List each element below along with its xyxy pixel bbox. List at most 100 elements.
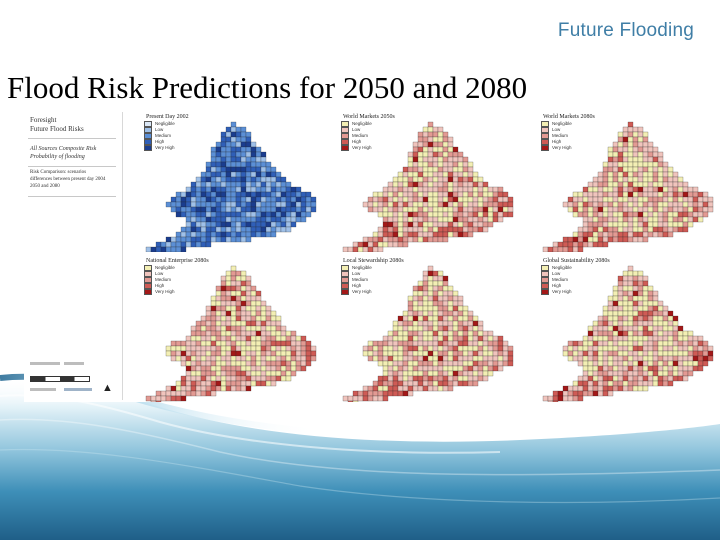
- map-panel: Global Sustainability 2080s Negligible Low…: [523, 256, 719, 402]
- legend-swatch: [144, 126, 152, 133]
- map-legend-item: Medium: [541, 276, 572, 283]
- legend-label: Very High: [155, 145, 175, 150]
- legend-label: Low: [352, 127, 361, 132]
- map-panel-title: World Markets 2050s: [343, 114, 395, 120]
- map-legend-item: Medium: [341, 276, 372, 283]
- map-legend-item: Medium: [541, 132, 572, 139]
- map-panel: World Markets 2080s Negligible Low Medium Hi…: [523, 112, 719, 252]
- legend-label: Low: [552, 127, 561, 132]
- legend-label: Negligible: [155, 265, 175, 270]
- legend-swatch: [144, 276, 152, 283]
- legend-label: High: [352, 139, 362, 144]
- legend-swatch: [144, 138, 152, 145]
- legend-panel-logo-bar: [64, 388, 92, 391]
- map-legend-item: High: [144, 282, 175, 289]
- map-legend-item: Low: [341, 126, 372, 133]
- map-legend-item: Very High: [541, 288, 572, 295]
- map-legend: Negligible Low Medium High Very High: [144, 264, 175, 295]
- legend-swatch: [341, 126, 349, 133]
- legend-swatch: [341, 120, 349, 127]
- map-legend-item: Very High: [144, 144, 175, 151]
- legend-panel-logo-bar: [30, 362, 60, 365]
- legend-panel-line1: All Sources Composite Risk: [30, 146, 97, 152]
- map-legend-item: High: [541, 138, 572, 145]
- map-legend-item: Low: [144, 126, 175, 133]
- legend-swatch: [341, 132, 349, 139]
- legend-panel-divider: [28, 166, 116, 167]
- legend-swatch: [541, 288, 549, 295]
- map-panel: Local Stewardship 2080s Negligible Low Medi…: [323, 256, 521, 402]
- legend-swatch: [341, 276, 349, 283]
- legend-label: Very High: [352, 145, 372, 150]
- map-legend: Negligible Low Medium High Very High: [541, 264, 572, 295]
- map-legend-item: Negligible: [144, 264, 175, 271]
- flood-risk-map: [542, 265, 714, 402]
- legend-swatch: [541, 282, 549, 289]
- map-legend-item: Negligible: [144, 120, 175, 127]
- legend-label: Medium: [352, 277, 369, 282]
- scale-bar: [30, 376, 90, 382]
- legend-label: High: [155, 139, 165, 144]
- legend-label: Low: [155, 271, 164, 276]
- map-legend-item: Medium: [341, 132, 372, 139]
- legend-swatch: [341, 288, 349, 295]
- legend-swatch: [541, 270, 549, 277]
- legend-label: High: [552, 283, 562, 288]
- legend-label: Very High: [552, 145, 572, 150]
- legend-panel-divider: [28, 138, 116, 139]
- map-legend-item: High: [341, 138, 372, 145]
- legend-label: Medium: [352, 133, 369, 138]
- legend-swatch: [144, 270, 152, 277]
- map-legend-item: Medium: [144, 276, 175, 283]
- map-legend-item: High: [341, 282, 372, 289]
- legend-label: Low: [352, 271, 361, 276]
- legend-panel-heading: Foresight: [30, 116, 57, 124]
- map-legend-item: Low: [541, 270, 572, 277]
- legend-label: Negligible: [352, 121, 372, 126]
- legend-swatch: [144, 120, 152, 127]
- legend-swatch: [541, 132, 549, 139]
- legend-label: Medium: [155, 277, 172, 282]
- map-legend-item: Low: [341, 270, 372, 277]
- map-legend-item: High: [541, 282, 572, 289]
- flood-risk-map: [342, 265, 514, 402]
- legend-panel-note3: 2050 and 2080: [30, 184, 60, 189]
- legend-swatch: [541, 144, 549, 151]
- flood-risk-map: [542, 121, 714, 252]
- legend-label: Low: [552, 271, 561, 276]
- legend-swatch: [541, 276, 549, 283]
- map-legend-item: Very High: [341, 288, 372, 295]
- legend-swatch: [341, 264, 349, 271]
- legend-swatch: [144, 132, 152, 139]
- legend-swatch: [541, 264, 549, 271]
- legend-panel-logo-bar: [64, 362, 84, 365]
- legend-label: Very High: [155, 289, 175, 294]
- legend-swatch: [341, 282, 349, 289]
- legend-label: Negligible: [552, 265, 572, 270]
- legend-label: Medium: [552, 277, 569, 282]
- legend-label: Medium: [155, 133, 172, 138]
- map-legend: Negligible Low Medium High Very High: [144, 120, 175, 151]
- map-legend-item: Low: [144, 270, 175, 277]
- map-legend: Negligible Low Medium High Very High: [341, 264, 372, 295]
- legend-swatch: [541, 126, 549, 133]
- flood-risk-map: [145, 121, 317, 252]
- legend-panel-divider: [28, 196, 116, 197]
- legend-label: Very High: [552, 289, 572, 294]
- legend-label: High: [155, 283, 165, 288]
- map-legend-item: Medium: [144, 132, 175, 139]
- legend-label: High: [552, 139, 562, 144]
- brand-title: Future Flooding: [557, 20, 694, 41]
- legend-swatch: [144, 282, 152, 289]
- map-panel: Present Day 2002 Negligible Low Medium High V…: [126, 112, 322, 252]
- map-panel-title: Present Day 2002: [146, 114, 189, 120]
- map-legend-item: Negligible: [541, 264, 572, 271]
- legend-panel-subheading: Future Flood Risks: [30, 125, 84, 133]
- legend-panel-line2: Probability of flooding: [30, 154, 85, 160]
- map-legend-item: Negligible: [541, 120, 572, 127]
- north-arrow-icon: ▲: [102, 382, 113, 394]
- legend-swatch: [144, 144, 152, 151]
- legend-label: Low: [155, 127, 164, 132]
- legend-label: Negligible: [155, 121, 175, 126]
- map-legend-item: Very High: [144, 288, 175, 295]
